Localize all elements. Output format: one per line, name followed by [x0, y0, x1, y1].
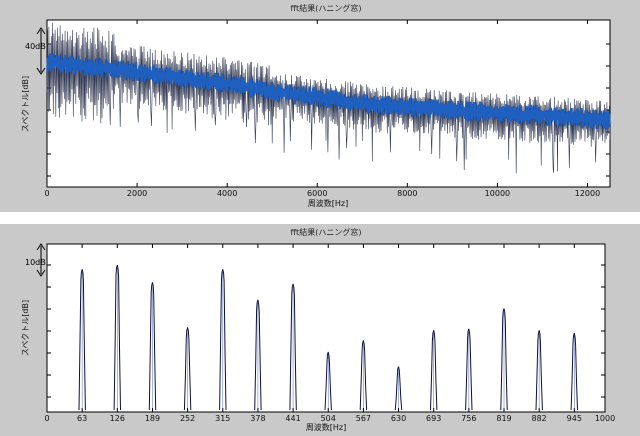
- bottom-peak: [394, 366, 403, 411]
- bottom-x-tick-label: 441: [285, 414, 300, 423]
- top-annotation-arrow: [36, 27, 46, 75]
- bottom-x-tick-label: 378: [250, 414, 265, 423]
- bottom-peak: [430, 330, 438, 411]
- figure-divider: [0, 212, 640, 224]
- bottom-x-tick-label: 630: [391, 414, 406, 423]
- bottom-peak: [359, 340, 368, 411]
- bottom-annotation-arrow: [36, 243, 46, 277]
- top-annotation-40db: 40dB: [25, 42, 46, 51]
- top-x-tick-label: 12000: [575, 189, 600, 198]
- top-spectrum-chart: fft結果(ハニング窓) 0 2000 4000 6000 8000 10000 12000…: [21, 3, 611, 208]
- top-x-tick-label: 10000: [485, 189, 510, 198]
- bottom-chart-title: fft結果(ハニング窓): [291, 227, 362, 237]
- top-spectrum-envelope-line: [46, 22, 611, 174]
- bottom-annotation-10db: 10dB: [25, 258, 46, 267]
- bottom-x-tick-label: 315: [215, 414, 230, 423]
- bottom-x-tick-label: 0: [44, 414, 49, 423]
- bottom-peaks-series: [78, 264, 578, 411]
- bottom-peak: [465, 328, 473, 411]
- bottom-peak: [219, 269, 227, 411]
- bottom-peak: [324, 351, 332, 411]
- bottom-spectrum-chart: fft結果(ハニング窓) 0 63 126 189 252 315 378 441 504 567…: [21, 227, 615, 432]
- top-x-axis-ticks: 0 2000 4000 6000 8000 10000 12000: [44, 20, 600, 198]
- bottom-peak: [500, 308, 508, 411]
- bottom-x-tick-label: 693: [426, 414, 441, 423]
- bottom-x-tick-label: 189: [145, 414, 160, 423]
- top-figure: fft結果(ハニング窓) 0 2000 4000 6000 8000 10000 12000…: [0, 0, 640, 212]
- bottom-figure: fft結果(ハニング窓) 0 63 126 189 252 315 378 441 504 567…: [0, 224, 640, 436]
- top-x-tick-label: 8000: [397, 189, 417, 198]
- bottom-peak: [254, 299, 262, 411]
- bottom-x-tick-label: 252: [180, 414, 195, 423]
- top-x-tick-label: 2000: [127, 189, 147, 198]
- bottom-peak: [289, 283, 297, 411]
- bottom-x-tick-label: 126: [110, 414, 125, 423]
- bottom-y-axis-label: スペクトル[dB]: [21, 300, 30, 356]
- bottom-x-axis-ticks: 0 63 126 189 252 315 378 441 504 567 630 693 756 819 8…: [44, 244, 615, 423]
- bottom-x-tick-label: 567: [356, 414, 371, 423]
- bottom-peak: [148, 282, 157, 411]
- bottom-x-tick-label: 504: [321, 414, 336, 423]
- bottom-x-tick-label: 63: [77, 414, 87, 423]
- bottom-x-tick-label: 756: [461, 414, 476, 423]
- bottom-peak: [113, 264, 121, 411]
- top-x-axis-label: 周波数[Hz]: [308, 198, 348, 208]
- bottom-x-tick-label: 945: [567, 414, 582, 423]
- bottom-y-ticks: [47, 264, 605, 398]
- bottom-x-axis-label: 周波数[Hz]: [306, 422, 346, 432]
- bottom-x-tick-label: 882: [532, 414, 547, 423]
- top-spectrum-core-line: [46, 53, 611, 130]
- top-spectrum-series: [46, 22, 611, 174]
- bottom-peak: [78, 269, 86, 411]
- top-x-tick-label: 4000: [217, 189, 237, 198]
- top-y-axis-label: スペクトル[dB]: [21, 76, 30, 132]
- bottom-peak: [570, 332, 578, 411]
- bottom-x-tick-label: 1000: [595, 414, 615, 423]
- top-x-tick-label: 6000: [307, 189, 327, 198]
- bottom-x-tick-label: 819: [496, 414, 511, 423]
- bottom-peak: [535, 330, 543, 411]
- top-x-tick-label: 0: [44, 189, 49, 198]
- bottom-peak: [183, 327, 192, 411]
- top-chart-title: fft結果(ハニング窓): [291, 3, 362, 13]
